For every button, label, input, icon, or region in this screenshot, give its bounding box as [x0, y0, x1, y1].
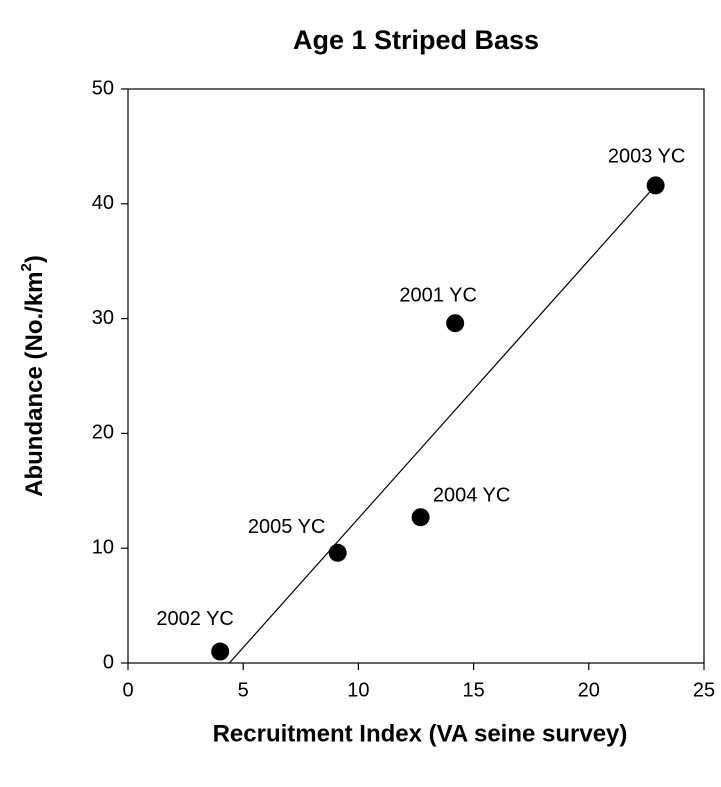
chart-title: Age 1 Striped Bass: [293, 25, 539, 55]
point-label: 2003 YC: [608, 146, 685, 168]
y-tick-label: 20: [92, 422, 114, 444]
point-label: 2002 YC: [156, 608, 233, 630]
point: [411, 508, 430, 527]
y-label-end: ): [21, 255, 48, 263]
point-label: 2001 YC: [399, 284, 476, 306]
point: [646, 176, 665, 195]
y-tick-label: 10: [92, 536, 114, 558]
point-label: 2004 YC: [433, 484, 510, 506]
point-label: 2005 YC: [248, 516, 325, 538]
x-tick-label: 0: [122, 679, 133, 701]
x-tick-label: 25: [693, 679, 715, 701]
y-tick-label: 30: [92, 307, 114, 329]
y-tick-label: 0: [103, 651, 114, 673]
y-label-sup: 2: [18, 263, 35, 271]
point: [328, 543, 347, 562]
point: [446, 314, 465, 333]
x-tick-label: 5: [238, 679, 249, 701]
fit-line: [228, 185, 657, 664]
x-axis-label: Recruitment Index (VA seine survey): [213, 720, 628, 747]
x-tick-label: 15: [462, 679, 484, 701]
point: [211, 642, 230, 661]
plot-frame: [127, 88, 705, 664]
x-tick-label: 10: [347, 679, 369, 701]
y-tick-label: 40: [92, 192, 114, 214]
x-tick-label: 20: [578, 679, 600, 701]
y-tick-label: 50: [92, 77, 114, 99]
y-label-text: Abundance (No./km: [21, 271, 48, 496]
y-axis-label: Abundance (No./km2): [18, 255, 48, 497]
